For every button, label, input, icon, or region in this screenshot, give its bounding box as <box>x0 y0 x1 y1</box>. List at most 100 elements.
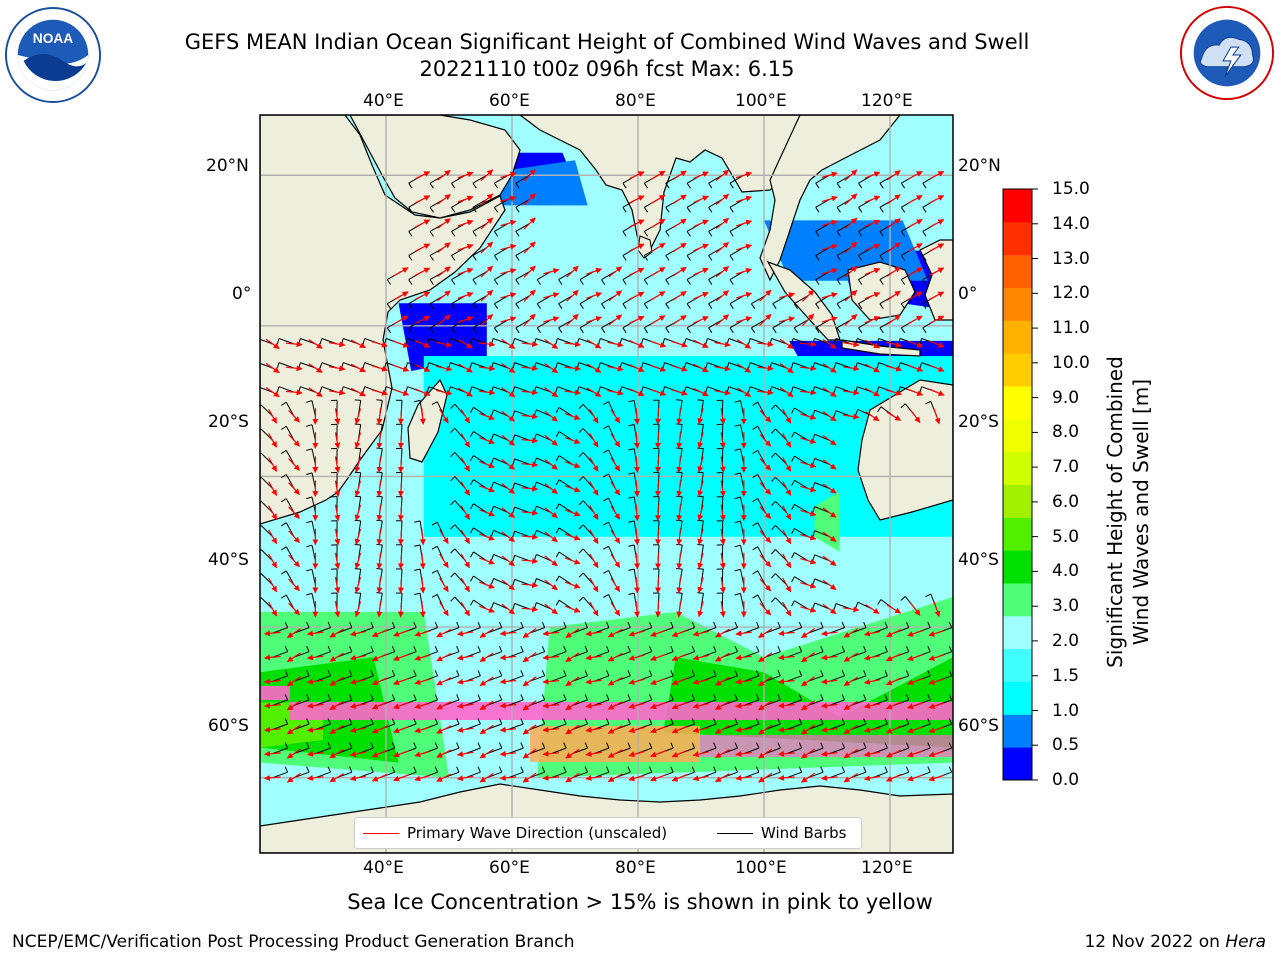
wave-direction-arrow <box>479 605 495 613</box>
wave-direction-arrow <box>479 485 495 493</box>
wind-barb <box>751 319 766 329</box>
wave-direction-arrow <box>633 600 640 618</box>
wind-barb <box>807 627 824 634</box>
wind-barb <box>293 747 310 755</box>
wave-direction-arrow <box>585 751 602 757</box>
wave-direction-arrow <box>758 628 773 639</box>
wave-direction-arrow <box>801 772 816 783</box>
wind-barb-flag <box>643 231 649 237</box>
wind-barb-flag <box>493 255 499 261</box>
wind-barb <box>750 362 766 369</box>
wave-direction-arrow <box>376 432 383 449</box>
wave-direction-arrow <box>692 775 709 782</box>
wind-barb-flag <box>472 279 477 285</box>
wind-barb <box>829 627 845 634</box>
wave-direction-arrow <box>736 195 753 203</box>
wave-direction-arrow <box>414 630 431 637</box>
wind-barb <box>807 651 824 658</box>
wind-barb-flag <box>858 231 863 237</box>
wave-direction-arrow <box>439 553 449 569</box>
wind-barb <box>792 338 809 345</box>
wave-direction-arrow <box>264 702 281 709</box>
wave-direction-arrow <box>863 702 881 709</box>
wave-direction-arrow <box>306 654 324 661</box>
wind-barb-flag <box>670 766 674 773</box>
wave-direction-arrow <box>782 409 792 424</box>
wave-direction-arrow <box>907 364 924 372</box>
wind-barb <box>765 747 781 755</box>
wave-direction-arrow <box>907 750 923 758</box>
wave-direction-arrow <box>885 653 902 662</box>
wave-direction-arrow <box>479 724 494 735</box>
wind-barb <box>473 479 488 489</box>
wave-direction-arrow <box>676 432 683 449</box>
wind-barb-flag <box>391 742 396 749</box>
wave-direction-arrow <box>522 628 537 639</box>
wind-barb-flag <box>515 207 520 213</box>
wave-direction-arrow <box>801 700 816 711</box>
wind-barb <box>814 362 830 369</box>
wave-direction-arrow <box>544 579 558 591</box>
wave-direction-arrow <box>564 461 581 469</box>
wind-barb-flag <box>431 401 438 405</box>
wind-barb-flag <box>648 621 653 628</box>
wind-barb-flag <box>349 766 353 773</box>
wind-barb-flag <box>771 404 776 410</box>
wind-barb-flag <box>306 448 313 451</box>
wind-barb-flag <box>734 520 741 524</box>
wind-barb <box>473 527 488 538</box>
wave-direction-arrow <box>885 701 902 710</box>
wave-direction-arrow <box>693 339 709 349</box>
wave-direction-arrow <box>759 313 772 326</box>
wind-barb-flag <box>734 694 738 701</box>
wind-barb <box>536 295 552 305</box>
wave-direction-arrow <box>629 340 645 348</box>
wave-direction-arrow <box>480 169 494 182</box>
wind-barb <box>515 319 530 329</box>
wind-barb <box>493 362 509 369</box>
wind-barb-flag <box>734 544 741 548</box>
wind-barb <box>473 503 488 514</box>
wind-barb-flag <box>863 646 867 652</box>
wind-barb-flag <box>791 431 795 438</box>
wind-barb-flag <box>756 766 760 773</box>
wind-barb-flag <box>836 255 841 261</box>
wave-direction-arrow <box>928 678 945 685</box>
wind-barb <box>550 771 567 779</box>
wave-direction-arrow <box>264 774 281 781</box>
wind-barb-flag <box>905 742 910 749</box>
wave-direction-arrow <box>608 314 623 326</box>
wind-barb-flag <box>628 472 635 475</box>
wave-direction-arrow <box>349 751 367 758</box>
wave-direction-arrow <box>397 408 404 425</box>
wind-barb-flag <box>281 594 287 599</box>
wave-direction-arrow <box>843 676 859 687</box>
wind-barb-flag <box>413 694 417 701</box>
wave-direction-arrow <box>778 774 795 781</box>
wind-barb-flag <box>836 303 841 309</box>
wind-barb-flag <box>354 471 361 474</box>
wave-direction-arrow <box>397 552 404 570</box>
wave-direction-arrow <box>782 433 792 448</box>
wave-direction-arrow <box>633 504 640 522</box>
wave-direction-arrow <box>589 433 599 448</box>
wind-barb-flag <box>708 255 713 261</box>
wind-barb-flag <box>627 621 631 628</box>
wave-direction-arrow <box>415 171 431 180</box>
wind-barb-flag <box>750 303 756 309</box>
wind-barb-flag <box>752 594 758 599</box>
wave-direction-arrow <box>633 432 640 449</box>
wind-barb-flag <box>515 231 520 237</box>
wave-direction-arrow <box>885 773 902 782</box>
wind-barb-flag <box>752 546 758 551</box>
wind-barb-flag <box>905 694 910 701</box>
wind-barb <box>508 675 524 682</box>
top-tick-100e: 100°E <box>735 91 787 111</box>
wave-direction-arrow <box>371 653 388 662</box>
wind-barb <box>550 627 567 634</box>
wind-barb-flag <box>456 670 460 676</box>
wind-barb-flag <box>555 455 560 462</box>
wave-direction-arrow <box>521 485 539 492</box>
wave-direction-arrow <box>843 724 859 735</box>
colorbar-label: 0.5 <box>1052 735 1080 756</box>
